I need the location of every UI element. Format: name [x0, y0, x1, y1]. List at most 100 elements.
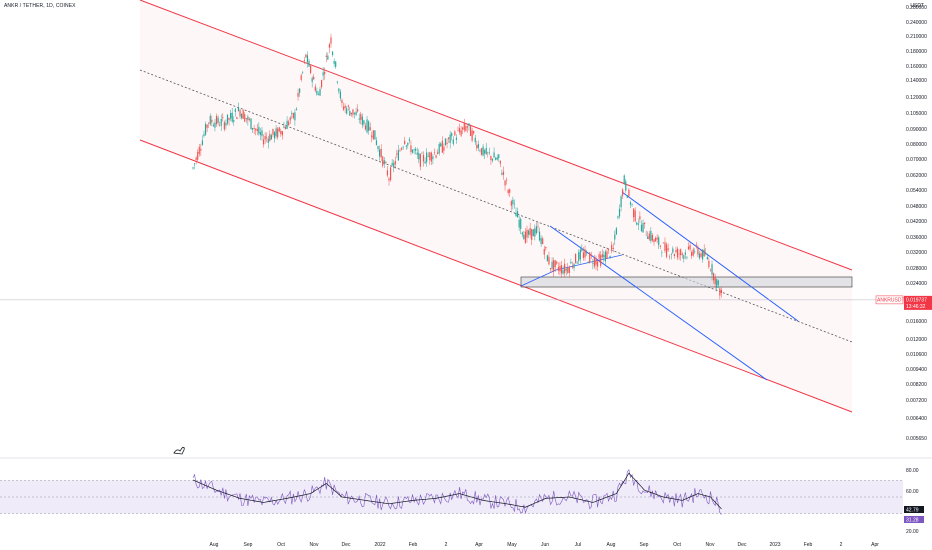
- candle-body: [687, 246, 690, 250]
- candle-body: [518, 219, 520, 228]
- candle-body: [469, 125, 472, 136]
- price-tick-label: 0.160000: [906, 64, 927, 70]
- candle-body: [226, 114, 229, 124]
- rsi-value-1: 42.79: [906, 508, 919, 514]
- candle-body: [305, 54, 307, 58]
- candle-body: [474, 137, 476, 143]
- candle-body: [253, 128, 255, 129]
- candle-body: [245, 118, 247, 119]
- candle-body: [622, 189, 624, 196]
- price-tick-label: 0.007200: [906, 398, 927, 404]
- candle-body: [473, 130, 475, 134]
- time-axis-label: May: [507, 542, 517, 548]
- candle-body: [286, 120, 288, 129]
- candle-body: [683, 255, 685, 259]
- candle-body: [273, 132, 276, 139]
- price-tag-countdown: 13:46:32: [906, 304, 926, 310]
- candle-body: [284, 126, 287, 130]
- candle-body: [499, 160, 501, 164]
- candle-body: [551, 261, 553, 269]
- candle-body: [400, 148, 403, 150]
- candle-body: [570, 261, 572, 264]
- candle-body: [647, 236, 649, 239]
- candle-body: [543, 248, 545, 255]
- symbol-tag-box: [875, 295, 904, 305]
- price-tick-label: 0.024000: [906, 281, 927, 287]
- time-axis-label: Jun: [541, 542, 549, 548]
- candle-body: [664, 242, 666, 251]
- candle-body: [208, 122, 210, 124]
- candle-body: [645, 234, 647, 236]
- candle-body: [529, 227, 531, 236]
- tradingview-mascot-icon: [173, 446, 185, 455]
- candle-body: [700, 253, 702, 257]
- channel-median-line: [139, 69, 853, 343]
- candle-body: [283, 126, 285, 128]
- candle-body: [623, 175, 625, 184]
- candle-body: [695, 244, 697, 246]
- price-tick-label: 0.070000: [906, 157, 927, 163]
- price-tick-label: 0.008200: [906, 382, 927, 388]
- candle-body: [212, 125, 214, 127]
- candle-body: [485, 147, 487, 155]
- candle-body: [495, 158, 497, 160]
- candle-body: [325, 55, 327, 57]
- candle-body: [562, 270, 564, 274]
- candle-body: [223, 122, 225, 130]
- candle-body: [389, 167, 392, 181]
- candle-body: [628, 189, 630, 196]
- candle-body: [262, 139, 265, 145]
- candle-body: [269, 134, 271, 141]
- candle-body: [705, 252, 707, 254]
- candle-body: [353, 112, 356, 115]
- candle-body: [565, 268, 567, 271]
- candle-body: [404, 140, 406, 145]
- candle-body: [197, 151, 199, 160]
- candle-body: [553, 260, 555, 272]
- candle-body: [342, 106, 345, 110]
- candle-body: [251, 127, 254, 130]
- price-tick-label: 0.036000: [906, 235, 927, 241]
- candle-body: [248, 118, 251, 120]
- price-tick-label: 0.005650: [906, 436, 927, 442]
- support-zone: [520, 276, 853, 288]
- candle-body: [678, 253, 680, 255]
- candle-body: [195, 157, 197, 160]
- candle-body: [521, 232, 523, 235]
- time-axis-label: Apr: [871, 542, 879, 548]
- candle-body: [698, 253, 701, 258]
- candle-body: [665, 244, 668, 257]
- channel-upper-line: [139, 0, 853, 271]
- candle-body: [338, 88, 340, 92]
- candle-body: [535, 226, 538, 234]
- candle-body: [411, 149, 414, 153]
- candle-body: [378, 149, 381, 157]
- candle-body: [537, 226, 539, 228]
- price-tag-box: [904, 295, 932, 310]
- candle-body: [415, 148, 417, 151]
- time-axis-label: Oct: [277, 542, 285, 548]
- candle-body: [311, 77, 313, 83]
- price-tick-label: 0.280000: [906, 5, 927, 11]
- candle-body: [264, 136, 266, 140]
- candle-body: [576, 262, 578, 264]
- candle-body: [368, 121, 370, 131]
- time-axis-label: Dec: [342, 542, 351, 548]
- candle-body: [413, 149, 415, 151]
- candle-body: [324, 71, 326, 75]
- candle-body: [607, 249, 610, 251]
- candle-body: [575, 253, 577, 263]
- candle-body: [313, 76, 315, 80]
- candle-body: [691, 252, 693, 257]
- candle-body: [598, 254, 600, 259]
- candle-body: [241, 113, 243, 119]
- candle-body: [496, 157, 498, 160]
- candle-body: [556, 261, 558, 264]
- candle-body: [564, 263, 566, 274]
- candle-body: [694, 251, 696, 253]
- candle-body: [300, 75, 302, 80]
- candle-body: [333, 61, 335, 64]
- candle-body: [702, 249, 704, 260]
- candle-body: [618, 209, 621, 217]
